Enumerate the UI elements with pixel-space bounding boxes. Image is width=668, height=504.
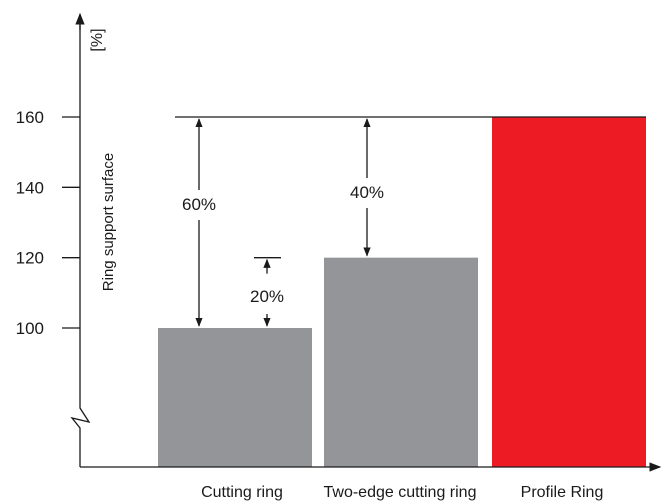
y-unit-label: [%]	[89, 28, 106, 51]
y-axis-line	[70, 16, 91, 467]
annotation-20-percent: 20%	[250, 287, 284, 306]
bar-two-edge-cutting-ring	[324, 257, 478, 467]
guides-layer	[175, 116, 646, 327]
y-axis-title: Ring support surface	[100, 153, 117, 291]
category-label-two-edge-cutting-ring: Two-edge cutting ring	[324, 484, 477, 501]
y-tick-label-100: 100	[16, 319, 44, 338]
labels-layer: 60% 20% 40% 100 120 140 160 [%] Ring support sur…	[16, 28, 604, 501]
bars-layer	[158, 117, 646, 467]
y-tick-label-120: 120	[16, 249, 44, 268]
annotation-60-percent: 60%	[182, 195, 216, 214]
y-tick-label-140: 140	[16, 178, 44, 197]
annotation-40-percent: 40%	[350, 183, 384, 202]
bar-cutting-ring	[158, 328, 312, 467]
category-label-cutting-ring: Cutting ring	[201, 484, 283, 501]
bar-profile-ring	[492, 117, 646, 467]
category-label-profile-ring: Profile Ring	[521, 484, 604, 501]
axes-layer	[62, 12, 662, 472]
y-tick-label-160: 160	[16, 108, 44, 127]
